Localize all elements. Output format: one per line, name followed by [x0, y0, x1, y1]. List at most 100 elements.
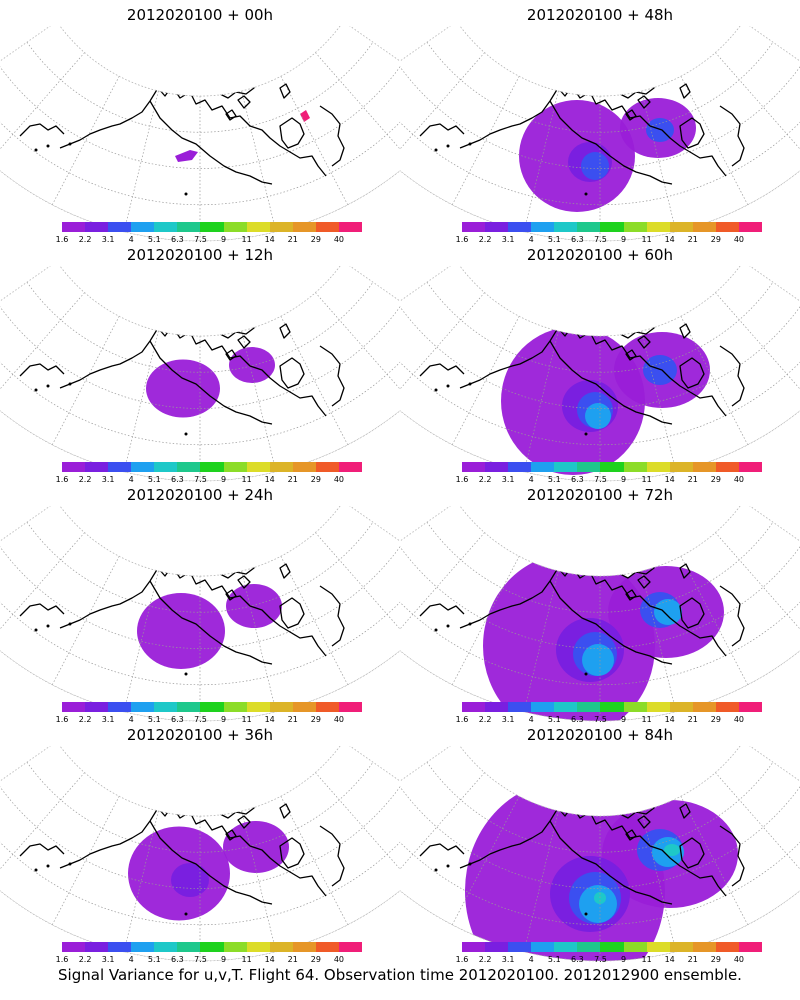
colorbar-swatch — [600, 462, 625, 472]
island — [68, 862, 72, 866]
island — [68, 142, 72, 146]
coastline — [419, 123, 465, 137]
colorbar-swatch — [738, 702, 763, 712]
map-plot — [0, 26, 400, 242]
colorbar-tick-label: 21 — [687, 955, 698, 964]
latitude-line — [426, 761, 774, 853]
latitude-line — [0, 542, 400, 649]
coastline — [679, 597, 705, 629]
colorbar-tick-label: 2.2 — [478, 475, 492, 484]
colorbar-swatch — [131, 942, 155, 952]
colorbar-swatch — [223, 702, 248, 712]
colorbar-tick-label: 21 — [287, 475, 298, 484]
colorbar-swatch — [715, 462, 740, 472]
latitude-line — [400, 323, 800, 446]
panel-title: 2012020100 + 00h — [126, 6, 274, 24]
colorbar-swatch — [85, 942, 109, 952]
island — [34, 148, 38, 152]
panel-title: 2012020100 + 24h — [126, 486, 274, 504]
map-plot — [0, 746, 400, 962]
colorbar-tick-label: 3.1 — [101, 715, 115, 724]
latitude-line — [426, 521, 774, 613]
colorbar-swatch — [646, 462, 671, 472]
colorbar-swatch — [600, 702, 625, 712]
signal-patch — [540, 776, 576, 792]
colorbar-tick-label: 1.6 — [55, 475, 69, 484]
colorbar-tick-label: 5.1 — [547, 715, 561, 724]
signal-patch — [540, 536, 576, 552]
colorbar-swatch — [85, 462, 109, 472]
colorbar-tick-label: 2.2 — [78, 715, 92, 724]
colorbar-tick-label: 3.1 — [501, 235, 515, 244]
map-panel: 2012020100 + 00h 1.6 2.2 3.1 4 5.1 6.3 7.5 9 11 14… — [0, 0, 400, 244]
colorbar-tick-label: 7.5 — [194, 475, 207, 484]
latitude-line — [0, 323, 400, 446]
colorbar-swatch — [223, 222, 248, 232]
colorbar-swatch — [692, 462, 717, 472]
colorbar-tick-label: 7.5 — [194, 715, 207, 724]
island — [446, 144, 450, 148]
panel-title: 2012020100 + 36h — [126, 726, 274, 744]
colorbar-tick-label: 1.6 — [55, 715, 69, 724]
colorbar-tick-label: 2.2 — [78, 955, 92, 964]
colorbar — [462, 942, 763, 952]
colorbar-swatch — [246, 222, 271, 232]
colorbar-tick-label: 9 — [220, 955, 227, 964]
colorbar-tick-label: 6.3 — [171, 955, 184, 964]
island — [468, 382, 472, 386]
colorbar-tick-label: 3.1 — [101, 235, 115, 244]
colorbar-tick-label: 40 — [733, 955, 745, 964]
colorbar-tick-label: 1.6 — [455, 475, 469, 484]
colorbar-swatch — [154, 942, 178, 952]
latitude-line — [426, 281, 774, 373]
colorbar-swatch — [131, 702, 155, 712]
map-border — [0, 266, 400, 482]
coastline — [237, 575, 251, 589]
coastline — [279, 563, 291, 579]
island — [46, 624, 50, 628]
colorbar-tick-label: 11 — [241, 715, 252, 724]
island — [434, 148, 438, 152]
coastline — [319, 345, 345, 407]
colorbar-tick-label: 14 — [664, 955, 675, 964]
coastline — [225, 349, 237, 361]
colorbar-swatch — [338, 702, 363, 712]
colorbar-swatch — [577, 702, 601, 712]
colorbar-tick-label: 4 — [528, 955, 534, 964]
colorbar-tick-label: 21 — [687, 475, 698, 484]
colorbar-tick-label: 7.5 — [594, 715, 607, 724]
colorbar-swatch — [485, 222, 509, 232]
colorbar-tick-label: 9 — [220, 475, 227, 484]
colorbar-swatch — [623, 942, 648, 952]
coastline — [625, 589, 637, 601]
map-domain — [0, 26, 400, 242]
latitude-line — [400, 563, 800, 686]
colorbar-swatch — [154, 702, 178, 712]
colorbar-swatch — [738, 462, 763, 472]
map-border — [0, 746, 400, 962]
coastline — [625, 349, 637, 361]
colorbar — [462, 702, 763, 712]
coastline — [149, 820, 273, 905]
coastline — [459, 340, 551, 389]
colorbar-tick-label: 5.1 — [147, 475, 161, 484]
island — [468, 622, 472, 626]
colorbar-swatch — [600, 942, 625, 952]
colorbar-swatch — [200, 462, 225, 472]
island — [584, 432, 588, 436]
island — [184, 912, 188, 916]
colorbar-swatch — [508, 462, 532, 472]
colorbar-swatch — [315, 462, 340, 472]
colorbar-tick-label: 6.3 — [171, 235, 184, 244]
island — [46, 144, 50, 148]
coastline — [637, 95, 651, 109]
latitude-line — [400, 542, 800, 649]
colorbar-tick-label: 7.5 — [594, 475, 607, 484]
latitude-line — [26, 761, 374, 853]
colorbar-swatch — [646, 702, 671, 712]
signal-patch — [146, 359, 220, 418]
colorbar-tick-label: 7.5 — [594, 235, 607, 244]
colorbar-tick-label: 4 — [128, 955, 134, 964]
colorbar-swatch — [692, 702, 717, 712]
